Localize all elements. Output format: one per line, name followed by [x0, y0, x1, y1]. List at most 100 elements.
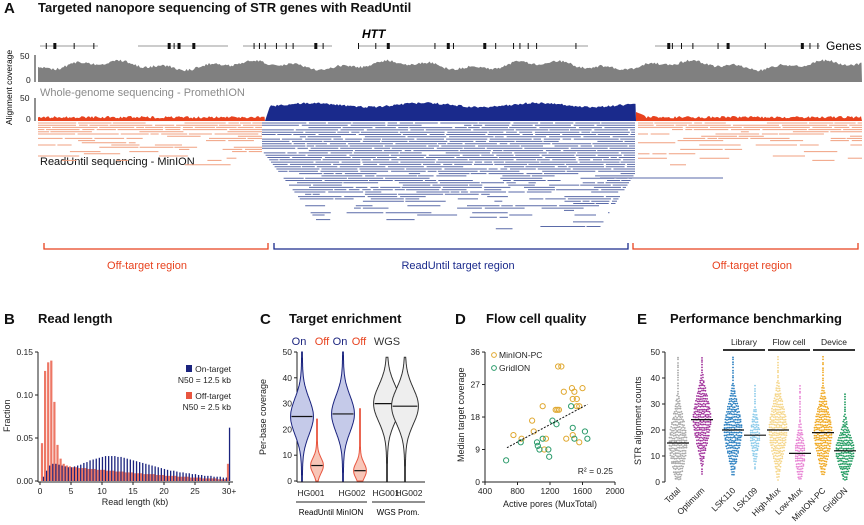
- dot-low-mux: [799, 392, 801, 394]
- dot-minion-pc: [825, 455, 828, 458]
- dot-total: [674, 431, 677, 434]
- dot-minion-pc: [827, 447, 829, 450]
- on-target-bar: [120, 456, 122, 481]
- dot-high-mux: [779, 447, 782, 450]
- violin-off: [353, 408, 367, 482]
- dot-gridion: [849, 439, 851, 442]
- dot-total: [677, 366, 679, 369]
- dot-lsk110: [730, 457, 733, 460]
- dot-gridion: [844, 451, 846, 454]
- point-gridion: [571, 435, 578, 442]
- dot-low-mux: [800, 457, 802, 460]
- dot-total: [673, 437, 676, 440]
- dot-optimum: [701, 421, 703, 424]
- dot-optimum: [702, 429, 704, 431]
- dot-lsk110: [723, 424, 726, 426]
- exon: [275, 43, 277, 49]
- dot-lsk110: [740, 424, 743, 427]
- dot-optimum: [706, 398, 708, 400]
- dot-gridion: [852, 452, 855, 455]
- exon: [93, 43, 95, 49]
- dot-total: [678, 415, 680, 418]
- dot-optimum: [692, 421, 695, 423]
- dot-high-mux: [778, 464, 780, 467]
- on-target-bar: [123, 457, 125, 481]
- dot-lsk109: [755, 408, 757, 411]
- dot-minion-pc: [828, 423, 830, 426]
- dot-low-mux: [801, 450, 804, 452]
- dot-total: [683, 460, 685, 463]
- dot-high-mux: [777, 405, 779, 408]
- dot-lsk110: [730, 397, 733, 400]
- dot-gridion: [844, 460, 846, 463]
- exon: [536, 43, 538, 49]
- on-target-bar: [207, 475, 209, 481]
- on-target-bar: [213, 476, 215, 481]
- dot-total: [673, 444, 676, 447]
- dot-total: [678, 428, 680, 431]
- dot-minion-pc: [818, 445, 821, 447]
- dot-total: [672, 460, 675, 463]
- dot-optimum: [704, 414, 707, 416]
- dot-optimum: [702, 381, 705, 384]
- off-target-bar: [90, 468, 93, 481]
- dot-gridion: [839, 454, 841, 457]
- dot-high-mux: [777, 413, 779, 416]
- dot-high-mux: [780, 460, 783, 463]
- dot-high-mux: [772, 409, 775, 411]
- dot-lsk110: [733, 413, 736, 416]
- dot-high-mux: [777, 374, 779, 377]
- dot-lsk109: [754, 392, 756, 395]
- dot-lsk110: [724, 421, 727, 424]
- dot-lsk110: [736, 455, 739, 457]
- dot-total: [676, 476, 678, 479]
- dot-high-mux: [770, 426, 773, 429]
- dot-optimum: [696, 424, 698, 426]
- dot-lsk110: [730, 468, 733, 471]
- off-target-bar: [47, 362, 50, 481]
- dot-gridion: [849, 447, 851, 450]
- dot-minion-pc: [827, 407, 829, 410]
- point-minion-pc: [555, 406, 563, 413]
- dot-minion-pc: [820, 416, 823, 419]
- dot-total: [678, 405, 680, 407]
- dot-minion-pc: [828, 413, 830, 416]
- dot-gridion: [837, 439, 840, 442]
- dot-low-mux: [799, 442, 801, 444]
- dot-optimum: [699, 413, 702, 416]
- dot-lsk109: [754, 398, 756, 401]
- dot-total: [683, 457, 686, 460]
- dot-minion-pc: [823, 450, 825, 453]
- dot-lsk110: [736, 402, 739, 405]
- dot-optimum: [703, 436, 706, 439]
- dot-gridion: [835, 444, 838, 446]
- dot-gridion: [844, 444, 846, 446]
- dot-lsk110: [732, 416, 734, 418]
- dot-high-mux: [784, 421, 787, 423]
- dot-lsk110: [732, 458, 734, 461]
- dot-high-mux: [785, 434, 788, 437]
- dot-total: [669, 449, 672, 452]
- dot-total: [671, 462, 673, 465]
- exon: [258, 43, 260, 49]
- region-label-off-left: Off-target region: [107, 260, 187, 272]
- dot-low-mux: [796, 459, 799, 462]
- dot-total: [674, 460, 677, 463]
- dot-lsk109: [752, 442, 755, 444]
- dot-optimum: [701, 361, 703, 363]
- dot-total: [678, 452, 680, 455]
- dot-minion-pc: [822, 416, 824, 418]
- genes-track-label: Genes: [826, 39, 861, 53]
- dot-gridion: [847, 429, 850, 431]
- dot-total: [685, 444, 688, 447]
- off-target-bar: [124, 472, 127, 481]
- dot-optimum: [702, 387, 705, 390]
- dot-total: [678, 478, 680, 481]
- dot-lsk110: [733, 408, 736, 411]
- dot-minion-pc: [820, 410, 823, 413]
- dot-gridion: [837, 444, 840, 447]
- dot-lsk110: [735, 413, 738, 416]
- read-pileup: [38, 122, 862, 230]
- dot-high-mux: [783, 431, 786, 434]
- dot-optimum: [700, 436, 702, 439]
